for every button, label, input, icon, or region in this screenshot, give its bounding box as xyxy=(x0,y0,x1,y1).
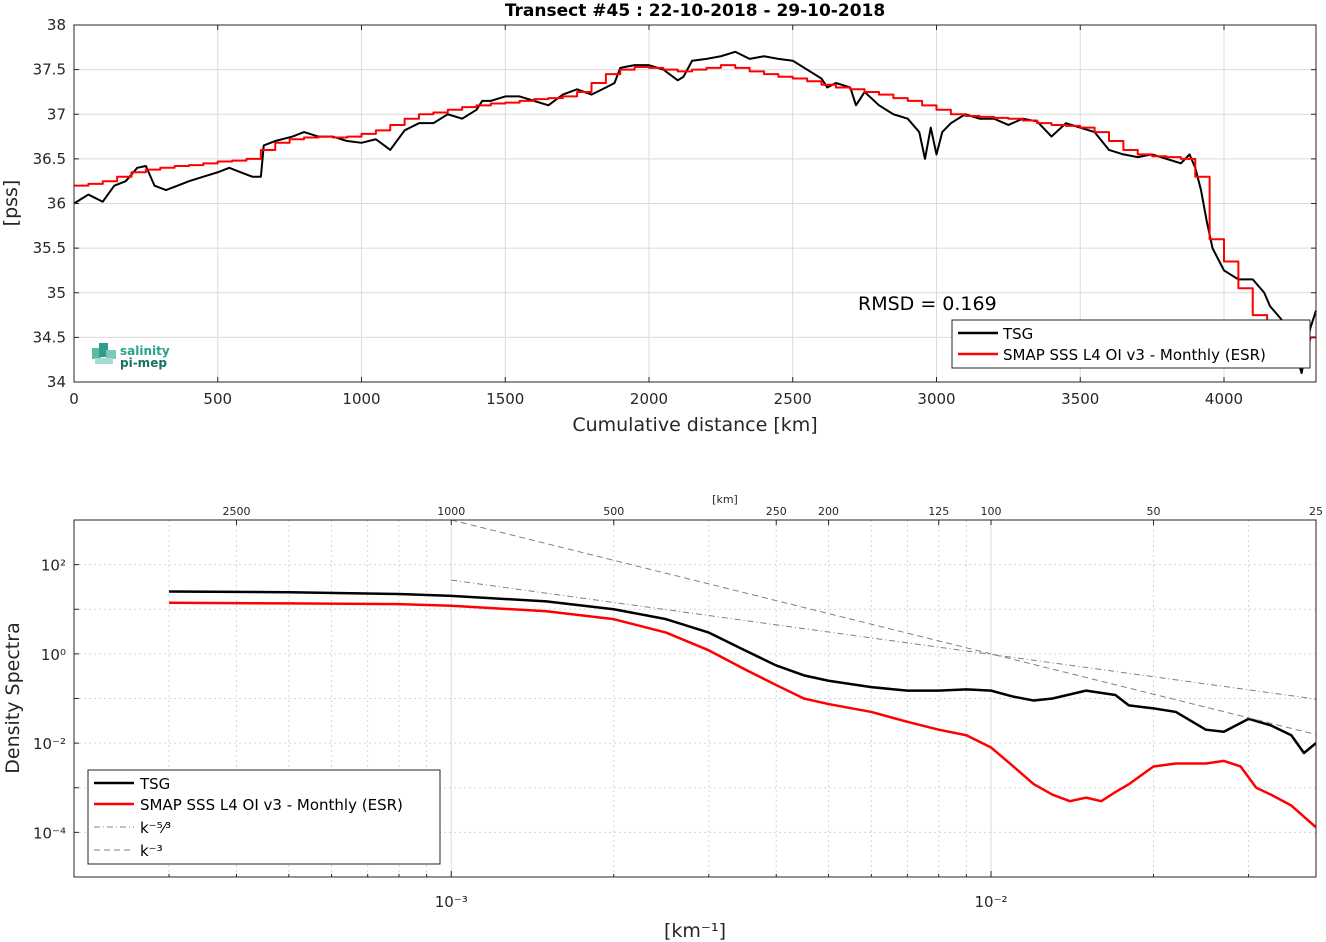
salinity-y-tick-label: 37.5 xyxy=(33,61,66,79)
spectra-y-tick-label: 10⁻⁴ xyxy=(33,824,66,842)
spectra-tick-labels: 10⁻³ 10⁻² 10⁻⁴ 10⁻² 10⁰ 10² 2500 1000 500 250 200 1… xyxy=(33,505,1323,911)
salinity-y-tick-label: 34 xyxy=(47,373,66,391)
salinity-pi-mep-logo: salinity pi-mep xyxy=(92,343,170,370)
spectra-panel: 10⁻³ 10⁻² 10⁻⁴ 10⁻² 10⁰ 10² 2500 1000 500 250 200 1… xyxy=(2,493,1323,942)
salinity-panel: 0 500 1000 1500 2000 2500 3000 3500 4000 34 34.5 35… xyxy=(0,1,1317,436)
salinity-y-tick-label: 35 xyxy=(47,284,66,302)
logo-block-1 xyxy=(92,348,101,359)
salinity-x-tick-label: 3000 xyxy=(917,390,955,408)
salinity-x-tick-label: 3500 xyxy=(1061,390,1099,408)
spectra-top-tick-label: 100 xyxy=(981,505,1002,518)
salinity-x-tick-label: 2500 xyxy=(774,390,812,408)
legend-label-smap: SMAP SSS L4 OI v3 - Monthly (ESR) xyxy=(1003,346,1266,364)
spectra-x-axis-label: [km⁻¹] xyxy=(664,920,726,942)
salinity-chart-title: Transect #45 : 22-10-2018 - 29-10-2018 xyxy=(505,1,885,21)
salinity-y-axis-label: [pss] xyxy=(0,180,22,227)
spectra-series-k3 xyxy=(451,520,1316,735)
spectra-series-tsg xyxy=(169,590,1316,755)
spectra-legend: TSG SMAP SSS L4 OI v3 - Monthly (ESR) k⁻… xyxy=(87,769,441,865)
salinity-y-tick-label: 36.5 xyxy=(33,150,66,168)
spectra-top-tick-label: 1000 xyxy=(437,505,465,518)
logo-text-line1: salinity xyxy=(120,344,170,358)
salinity-y-tick-label: 35.5 xyxy=(33,239,66,257)
salinity-tick-labels: 0 500 1000 1500 2000 2500 3000 3500 4000 34 34.5 35… xyxy=(33,16,1316,408)
logo-block-3 xyxy=(106,350,116,359)
spectra-y-tick-label: 10² xyxy=(41,557,66,575)
spectra-top-tick-label: 500 xyxy=(603,505,624,518)
spectra-legend-label-k3: k⁻³ xyxy=(140,842,163,860)
salinity-legend-box xyxy=(951,319,1311,369)
salinity-series-smap xyxy=(74,64,1316,342)
spectra-x-tick-label: 10⁻³ xyxy=(435,893,468,911)
salinity-x-tick-label: 0 xyxy=(69,390,79,408)
salinity-y-tick-label: 37 xyxy=(47,105,66,123)
salinity-y-tick-label: 36 xyxy=(47,195,66,213)
spectra-y-axis-label: Density Spectra xyxy=(2,622,24,773)
spectra-series-k53 xyxy=(451,579,1316,700)
spectra-top-tick-label: 25 xyxy=(1309,505,1323,518)
spectra-legend-label-smap: SMAP SSS L4 OI v3 - Monthly (ESR) xyxy=(140,796,403,814)
salinity-series xyxy=(73,50,1317,375)
salinity-legend: TSG SMAP SSS L4 OI v3 - Monthly (ESR) xyxy=(951,319,1311,369)
salinity-x-tick-label: 4000 xyxy=(1205,390,1243,408)
spectra-top-tick-label: 2500 xyxy=(222,505,250,518)
logo-text-line2: pi-mep xyxy=(120,356,167,370)
salinity-x-tick-label: 1000 xyxy=(342,390,380,408)
spectra-top-axis-label: [km] xyxy=(712,493,738,506)
spectra-legend-label-tsg: TSG xyxy=(139,775,170,793)
rmsd-annotation: RMSD = 0.169 xyxy=(858,293,997,315)
salinity-y-tick-label: 38 xyxy=(47,16,66,34)
spectra-legend-label-k53: k⁻⁵⁄³ xyxy=(140,819,171,837)
spectra-legend-box xyxy=(87,769,441,865)
spectra-y-tick-label: 10⁻² xyxy=(33,735,66,753)
spectra-top-tick-label: 125 xyxy=(928,505,949,518)
logo-block-4 xyxy=(95,358,113,364)
spectra-series xyxy=(169,520,1316,829)
spectra-top-tick-label: 200 xyxy=(818,505,839,518)
spectra-top-tick-label: 50 xyxy=(1147,505,1161,518)
salinity-x-tick-label: 1500 xyxy=(486,390,524,408)
salinity-y-tick-label: 34.5 xyxy=(33,328,66,346)
salinity-x-tick-label: 500 xyxy=(203,390,232,408)
logo-block-2 xyxy=(99,343,108,357)
salinity-x-tick-label: 2000 xyxy=(630,390,668,408)
spectra-x-tick-label: 10⁻² xyxy=(975,893,1008,911)
spectra-y-tick-label: 10⁰ xyxy=(41,646,66,664)
legend-label-tsg: TSG xyxy=(1002,325,1033,343)
salinity-x-axis-label: Cumulative distance [km] xyxy=(572,414,817,436)
spectra-top-tick-label: 250 xyxy=(766,505,787,518)
spectra-series-smap xyxy=(169,601,1316,829)
